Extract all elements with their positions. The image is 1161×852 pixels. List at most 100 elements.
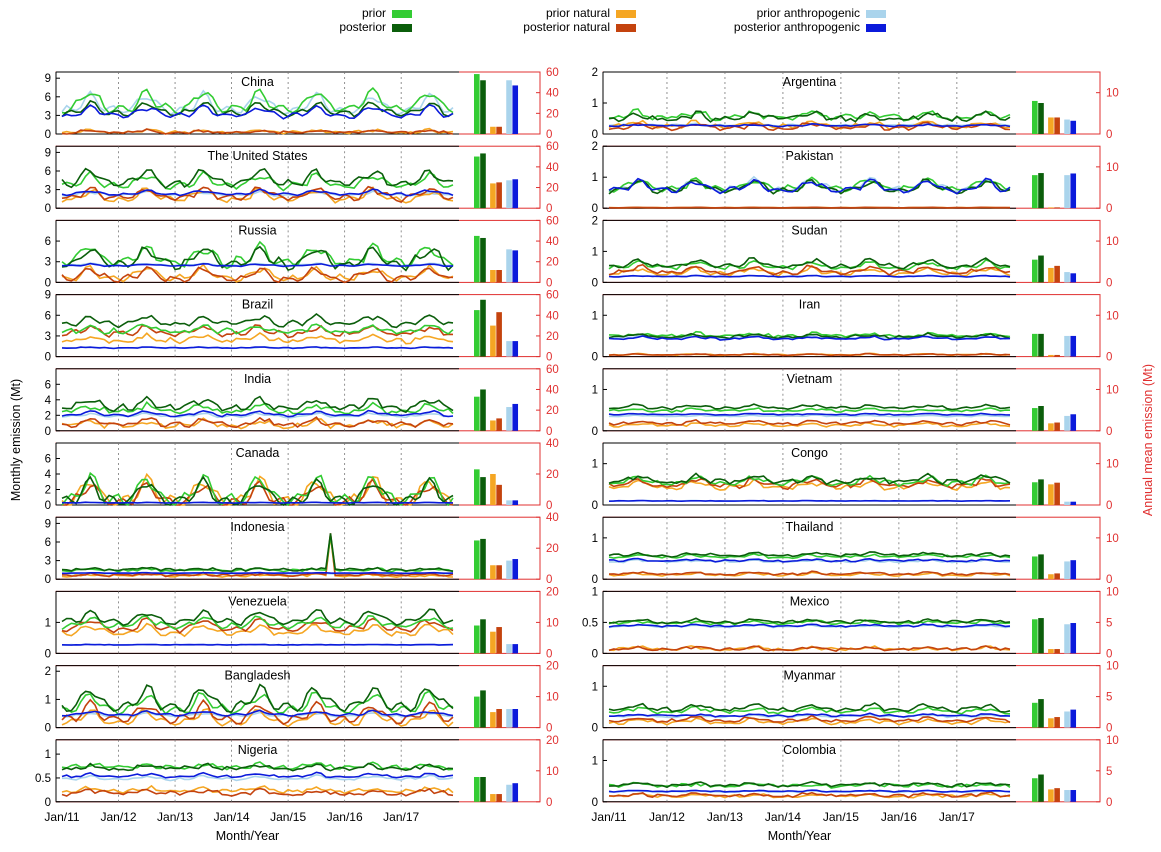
r-tick-label: 0 bbox=[1106, 203, 1112, 215]
series-line-posterior_anthropogenic bbox=[608, 177, 1011, 195]
r-tick-label: 10 bbox=[1106, 661, 1119, 673]
panel-title: Canada bbox=[236, 446, 280, 460]
panel-the-united-states: 0 3 6 9 0 20 40 60 The United States bbox=[45, 141, 559, 215]
bar-posterior bbox=[1038, 103, 1044, 134]
bar-prior_anthropogenic bbox=[1064, 624, 1070, 654]
x-tick-label: Jan/13 bbox=[707, 810, 743, 824]
y-tick-label: 6 bbox=[45, 310, 51, 322]
y-tick-label: 1 bbox=[592, 310, 598, 322]
series-line-posterior bbox=[608, 702, 1011, 713]
r-tick-label: 10 bbox=[546, 766, 559, 778]
series-line-posterior bbox=[608, 110, 1011, 123]
r-tick-label: 40 bbox=[546, 310, 559, 322]
r-tick-label: 20 bbox=[546, 183, 559, 195]
panel-title: Iran bbox=[799, 298, 821, 312]
series-line-posterior_anthropogenic bbox=[608, 122, 1011, 128]
series-line-posterior_anthropogenic bbox=[609, 557, 1011, 563]
bar-posterior bbox=[480, 80, 486, 134]
series-line-posterior bbox=[608, 617, 1011, 625]
bar-prior_natural bbox=[1048, 354, 1054, 357]
x-tick-label: Jan/15 bbox=[270, 810, 306, 824]
panel-title: Venezuela bbox=[228, 594, 286, 608]
r-tick-label: 0 bbox=[546, 277, 552, 289]
y-tick-label: 1 bbox=[592, 98, 598, 110]
r-tick-label: 10 bbox=[1106, 310, 1119, 322]
r-tick-label: 5 bbox=[1106, 766, 1112, 778]
bar-posterior_natural bbox=[496, 565, 502, 580]
series-line-prior_anthropogenic bbox=[61, 89, 454, 116]
y-tick-label: 1 bbox=[45, 749, 51, 761]
series-line-prior_anthropogenic bbox=[609, 558, 1011, 564]
y-tick-label: 1 bbox=[592, 384, 598, 396]
bar-prior bbox=[1032, 702, 1038, 728]
bar-prior bbox=[1032, 778, 1038, 802]
bar-posterior bbox=[1038, 554, 1044, 580]
bar-prior_natural bbox=[490, 565, 496, 580]
y-tick-label: 1 bbox=[592, 172, 598, 184]
bar-posterior_natural bbox=[496, 627, 502, 654]
bar-prior_natural bbox=[490, 325, 496, 357]
r-tick-label: 10 bbox=[1106, 162, 1119, 174]
r-tick-label: 0 bbox=[546, 129, 552, 141]
y-tick-label: 0 bbox=[592, 426, 598, 438]
bar-prior bbox=[474, 156, 480, 209]
r-tick-label: 0 bbox=[546, 797, 552, 809]
panel-frame bbox=[602, 516, 1101, 580]
series-line-posterior_natural bbox=[61, 128, 454, 135]
bar-posterior bbox=[480, 237, 486, 283]
legend-swatch-prior-natural bbox=[616, 10, 636, 18]
panel-title: Vietnam bbox=[787, 372, 833, 386]
x-axis-label: Month/Year bbox=[768, 829, 831, 843]
panel-frame bbox=[55, 71, 541, 135]
bar-posterior_natural bbox=[1054, 573, 1060, 580]
series-line-posterior_anthropogenic bbox=[61, 346, 454, 350]
r-tick-label: 60 bbox=[546, 67, 559, 79]
series-line-posterior bbox=[61, 245, 454, 272]
series-line-prior bbox=[61, 170, 454, 192]
panel-title: Bangladesh bbox=[224, 669, 290, 683]
y-tick-label: 2 bbox=[45, 410, 51, 422]
bar-prior_natural bbox=[490, 270, 496, 283]
bar-posterior bbox=[1038, 699, 1044, 728]
series-line-posterior_anthropogenic bbox=[61, 501, 454, 504]
y-tick-label: 9 bbox=[45, 290, 51, 302]
bar-prior bbox=[474, 625, 480, 654]
bar-prior_anthropogenic bbox=[506, 341, 512, 357]
legend-label-posterior-natural: posterior natural bbox=[523, 20, 610, 34]
y-tick-label: 9 bbox=[45, 73, 51, 85]
series-line-prior_natural bbox=[61, 784, 454, 795]
r-tick-label: 0 bbox=[1106, 797, 1112, 809]
series-line-posterior_anthropogenic bbox=[608, 412, 1011, 417]
panel-frame bbox=[55, 368, 541, 432]
series-line-posterior_anthropogenic bbox=[608, 623, 1011, 628]
y-tick-label: 4 bbox=[45, 469, 52, 481]
series-line-prior_anthropogenic bbox=[61, 773, 454, 782]
bar-prior_natural bbox=[490, 474, 496, 505]
bar-posterior_natural bbox=[496, 312, 502, 357]
bar-posterior bbox=[480, 299, 486, 357]
series-line-posterior bbox=[61, 395, 454, 414]
bar-posterior_anthropogenic bbox=[512, 709, 519, 728]
r-tick-label: 10 bbox=[1106, 459, 1119, 471]
y-tick-label: 6 bbox=[45, 537, 51, 549]
panel-china: 0 3 6 9 0 20 40 60 China bbox=[45, 67, 559, 141]
y-tick-label: 0 bbox=[592, 648, 598, 660]
bar-posterior_anthropogenic bbox=[1070, 335, 1077, 357]
panel-title: Colombia bbox=[783, 743, 836, 757]
y-tick-label: 0 bbox=[592, 352, 598, 364]
y-tick-label: 0.5 bbox=[35, 773, 51, 785]
panel-frame bbox=[602, 294, 1101, 358]
series-line-posterior_natural bbox=[61, 617, 454, 635]
series-line-prior_natural bbox=[61, 707, 454, 728]
bar-posterior_natural bbox=[496, 270, 502, 283]
panel-title: Sudan bbox=[791, 223, 827, 237]
x-tick-label: Jan/16 bbox=[881, 810, 917, 824]
panel-canada: 0 2 4 6 0 20 40 Canada bbox=[45, 438, 559, 512]
y-tick-label: 1 bbox=[592, 681, 598, 693]
bar-posterior_natural bbox=[496, 794, 502, 802]
r-tick-label: 0 bbox=[1106, 500, 1112, 512]
